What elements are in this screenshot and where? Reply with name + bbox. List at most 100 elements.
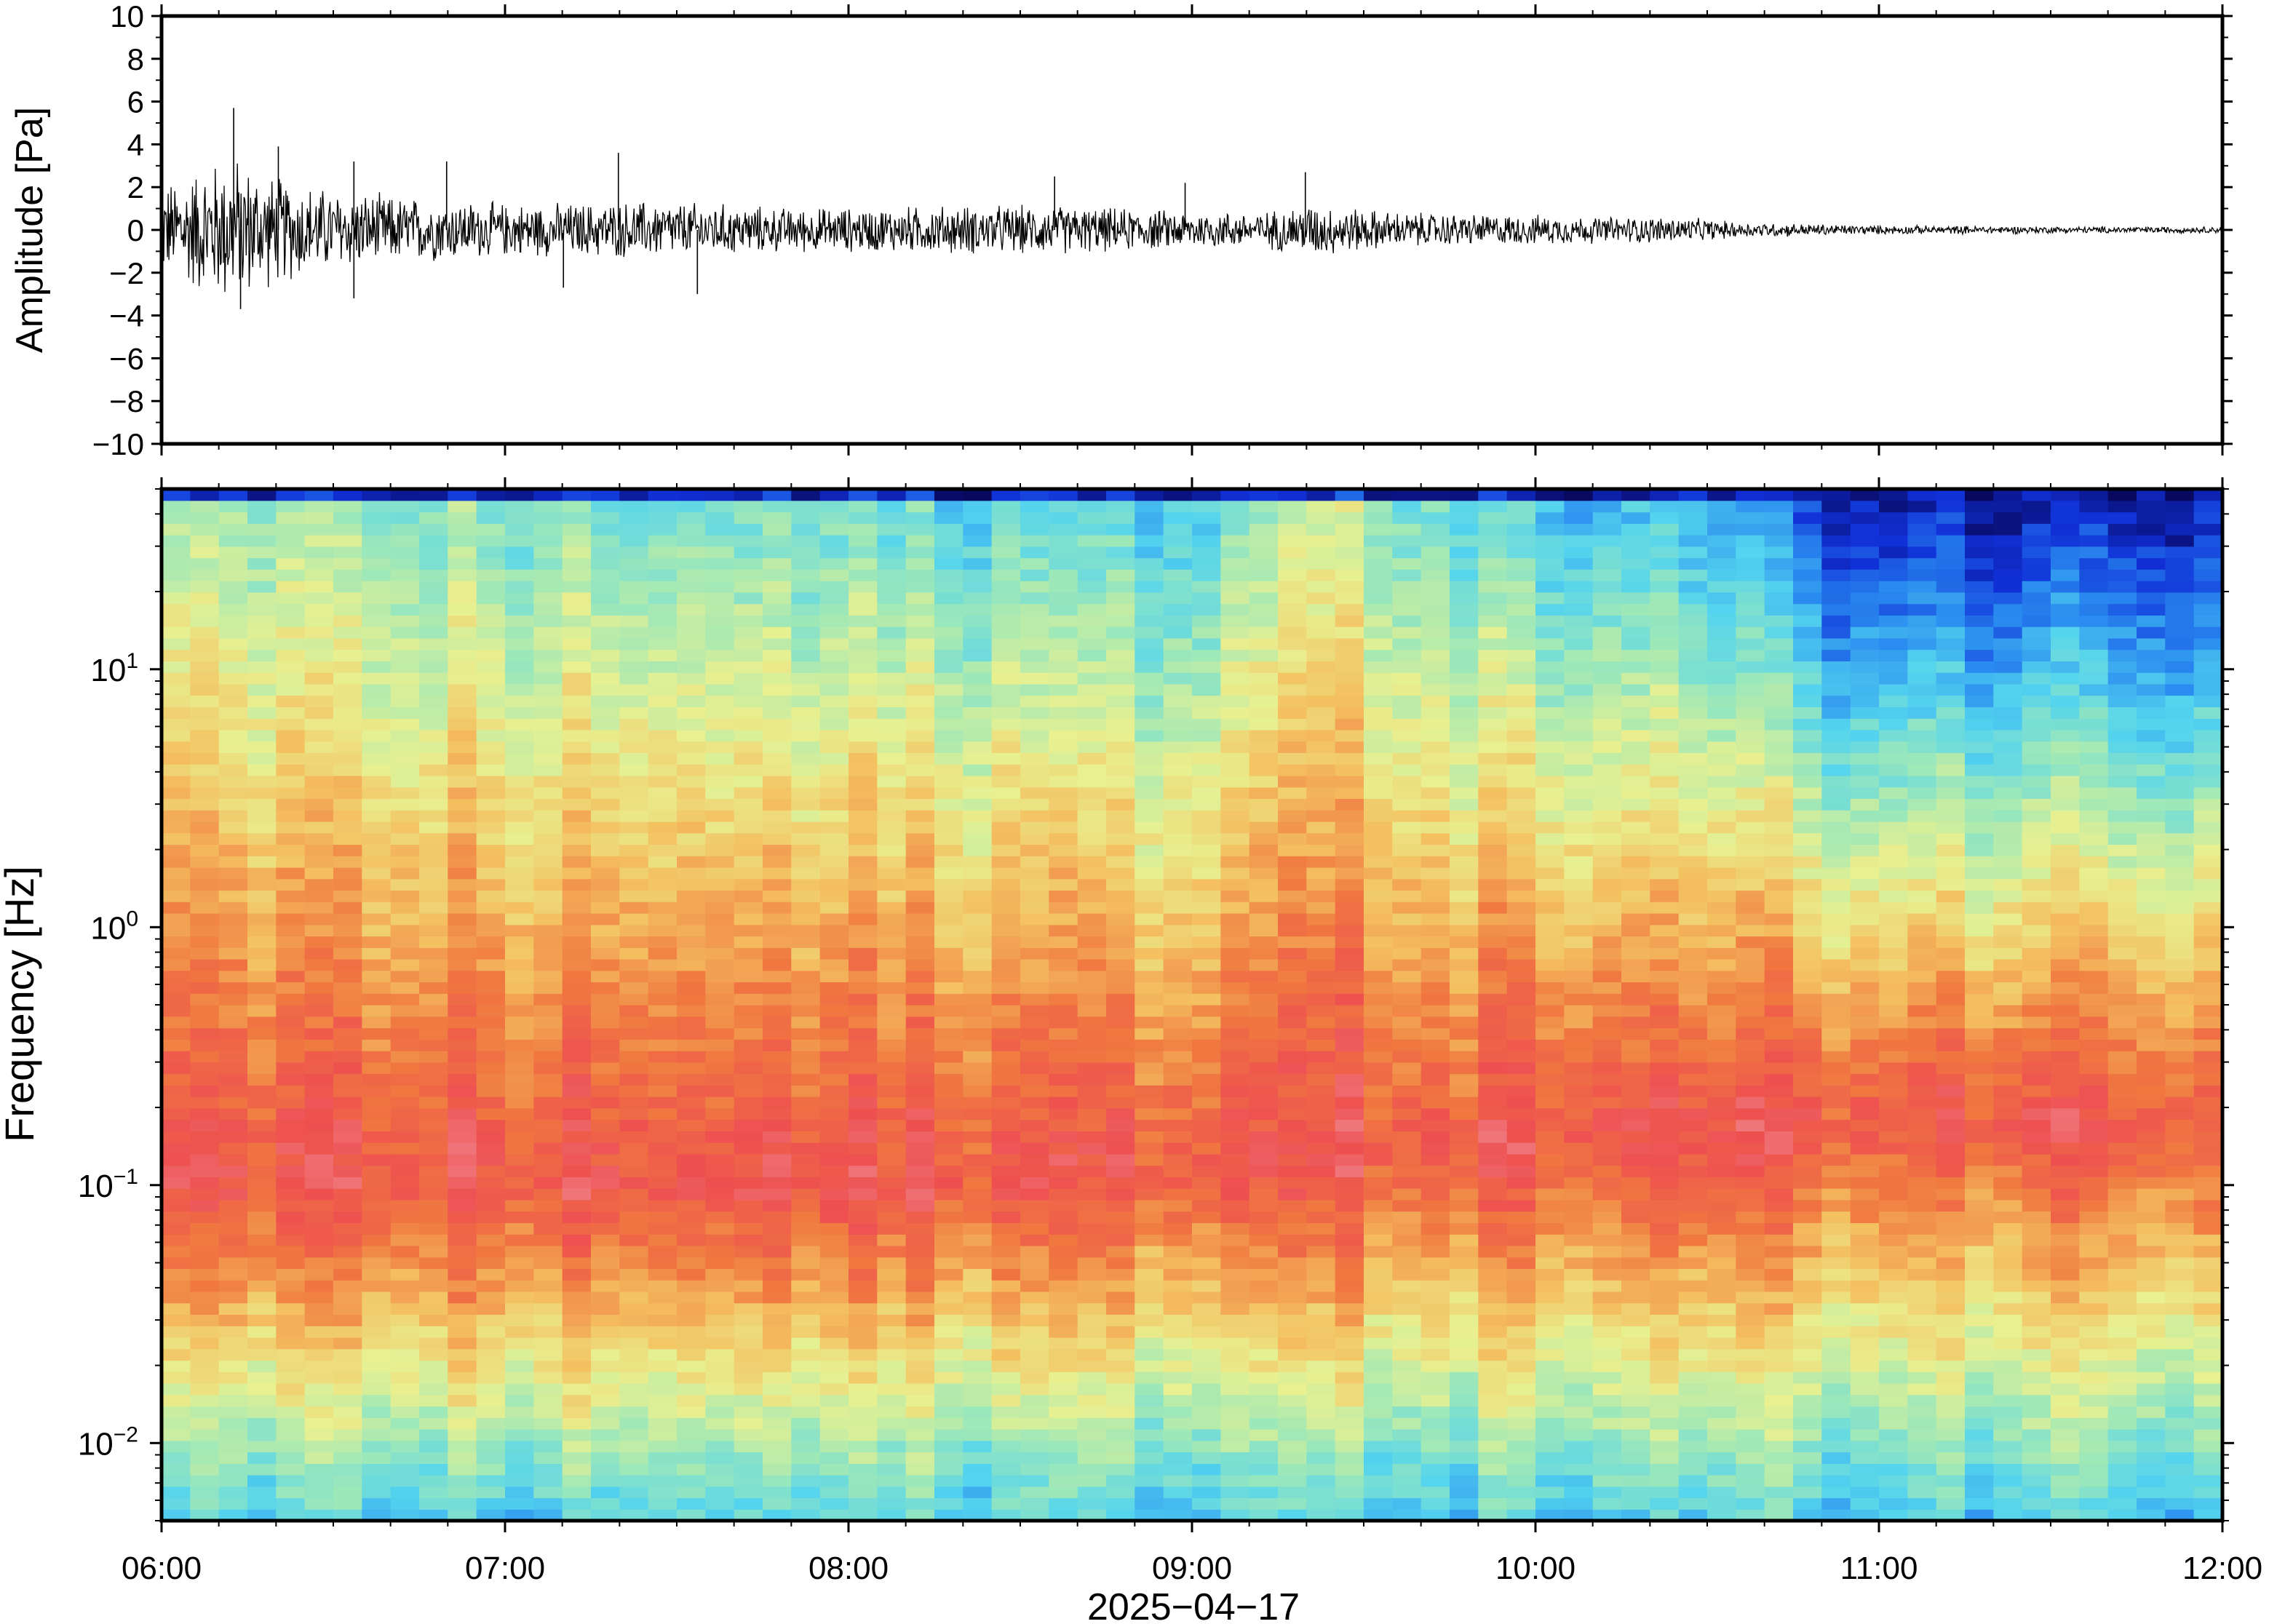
spectrogram-cell: [591, 1440, 620, 1453]
spectrogram-cell: [247, 970, 277, 983]
spectrogram-cell: [419, 615, 448, 627]
spectrogram-cell: [1249, 1360, 1279, 1372]
spectrogram-cell: [849, 1463, 878, 1476]
spectrogram-cell: [1678, 1051, 1708, 1063]
spectrogram-cell: [1564, 1165, 1594, 1177]
spectrogram-cell: [505, 1509, 534, 1521]
spectrogram-cell: [476, 1119, 506, 1131]
spectrogram-cell: [1392, 1417, 1422, 1430]
spectrogram-cell: [905, 924, 935, 937]
spectrogram-cell: [333, 1326, 362, 1338]
spectrogram-cell: [362, 1131, 392, 1143]
spectrogram-cell: [1535, 1417, 1565, 1430]
spectrogram-cell: [333, 936, 362, 948]
spectrogram-cell: [1364, 592, 1393, 605]
spectrogram-cell: [677, 1475, 706, 1487]
spectrogram-cell: [705, 626, 735, 639]
spectrogram-cell: [991, 913, 1021, 926]
spectrogram-cell: [1163, 1131, 1193, 1143]
spectrogram-cell: [763, 1509, 792, 1521]
spectrogram-cell: [419, 936, 448, 948]
spectrogram-cell: [1077, 729, 1107, 742]
spectrogram-cell: [819, 741, 849, 753]
spectrogram-cell: [1592, 1257, 1622, 1269]
spectrogram-cell: [505, 947, 534, 960]
spectrogram-cell: [390, 615, 420, 627]
spectrogram-cell: [591, 913, 620, 926]
spectrogram-cell: [247, 1107, 277, 1121]
spectrogram-cell: [1077, 1486, 1107, 1499]
spectrogram-cell: [562, 718, 592, 731]
spectrogram-cell: [218, 787, 248, 799]
spectrogram-cell: [648, 867, 677, 880]
spectrogram-cell: [533, 683, 563, 696]
spectrogram-cell: [505, 1280, 534, 1292]
spectrogram-cell: [247, 1314, 277, 1326]
spectrogram-cell: [963, 936, 993, 948]
spectrogram-cell: [390, 1417, 420, 1430]
spectrogram-cell: [1650, 1382, 1680, 1396]
spectrogram-cell: [1249, 1142, 1279, 1155]
spectrogram-cell: [1192, 1062, 1221, 1075]
spectrogram-cell: [1420, 500, 1450, 513]
spectrogram-cell: [991, 982, 1021, 994]
spectrogram-cell: [247, 1211, 277, 1223]
spectrogram-cell: [362, 683, 392, 696]
spectrogram-cell: [1650, 1005, 1680, 1017]
spectrogram-cell: [1478, 661, 1508, 673]
spectrogram-cell: [619, 695, 649, 707]
spectrogram-cell: [1220, 1073, 1250, 1086]
spectrogram-cell: [448, 832, 477, 845]
spectrogram-cell: [677, 718, 706, 731]
spectrogram-cell: [1564, 523, 1594, 536]
spectrogram-cell: [791, 1199, 821, 1212]
spectrogram-cell: [362, 1142, 392, 1155]
spectrogram-cell: [991, 752, 1021, 765]
spectrogram-cell: [1392, 1291, 1422, 1304]
spectrogram-cell: [763, 867, 792, 880]
spectrogram-cell: [1450, 615, 1479, 627]
spectrogram-cell: [1621, 1348, 1650, 1361]
spectrogram-cell: [963, 1509, 993, 1521]
spectrogram-cell: [705, 821, 735, 834]
spectrogram-cell: [505, 546, 534, 559]
spectrogram-cell: [448, 706, 477, 719]
spectrogram-cell: [591, 1406, 620, 1418]
spectrogram-cell: [276, 947, 306, 960]
spectrogram-cell: [591, 1326, 620, 1338]
spectrogram-cell: [1049, 1509, 1078, 1521]
spectrogram-cell: [648, 1394, 677, 1407]
spectrogram-cell: [419, 867, 448, 880]
spectrogram-cell: [1392, 993, 1422, 1006]
spectrogram-cell: [505, 959, 534, 971]
spectrogram-cell: [1049, 626, 1078, 639]
spectrogram-cell: [476, 1337, 506, 1350]
spectrogram-cell: [1020, 1348, 1049, 1361]
spectrogram-cell: [819, 1268, 849, 1281]
spectrogram-cell: [562, 1119, 592, 1131]
spectrogram-cell: [849, 615, 878, 627]
spectrogram-cell: [1650, 741, 1680, 753]
spectrogram-cell: [1678, 1475, 1708, 1487]
spectrogram-cell: [1592, 970, 1622, 983]
spectrogram-cell: [1134, 695, 1164, 707]
spectrogram-cell: [1364, 523, 1393, 536]
spectrogram-cell: [1450, 1073, 1479, 1086]
spectrogram-cell: [448, 1107, 477, 1121]
spectrogram-cell: [1478, 1280, 1508, 1292]
spectrogram-cell: [419, 775, 448, 788]
spectrogram-cell: [934, 764, 963, 776]
spectrogram-cell: [1535, 1360, 1565, 1372]
spectrogram-cell: [849, 1119, 878, 1131]
spectrogram-cell: [1621, 1326, 1650, 1338]
spectrogram-cell: [905, 1406, 935, 1418]
spectrogram-cell: [1049, 1062, 1078, 1075]
spectrogram-cell: [1106, 1234, 1135, 1246]
spectrogram-cell: [533, 637, 563, 650]
spectrogram-cell: [162, 901, 191, 914]
spectrogram-cell: [1364, 982, 1393, 994]
spectrogram-cell: [791, 1302, 821, 1315]
spectrogram-cell: [648, 1452, 677, 1464]
spectrogram-cell: [791, 500, 821, 513]
spectrogram-cell: [562, 546, 592, 559]
